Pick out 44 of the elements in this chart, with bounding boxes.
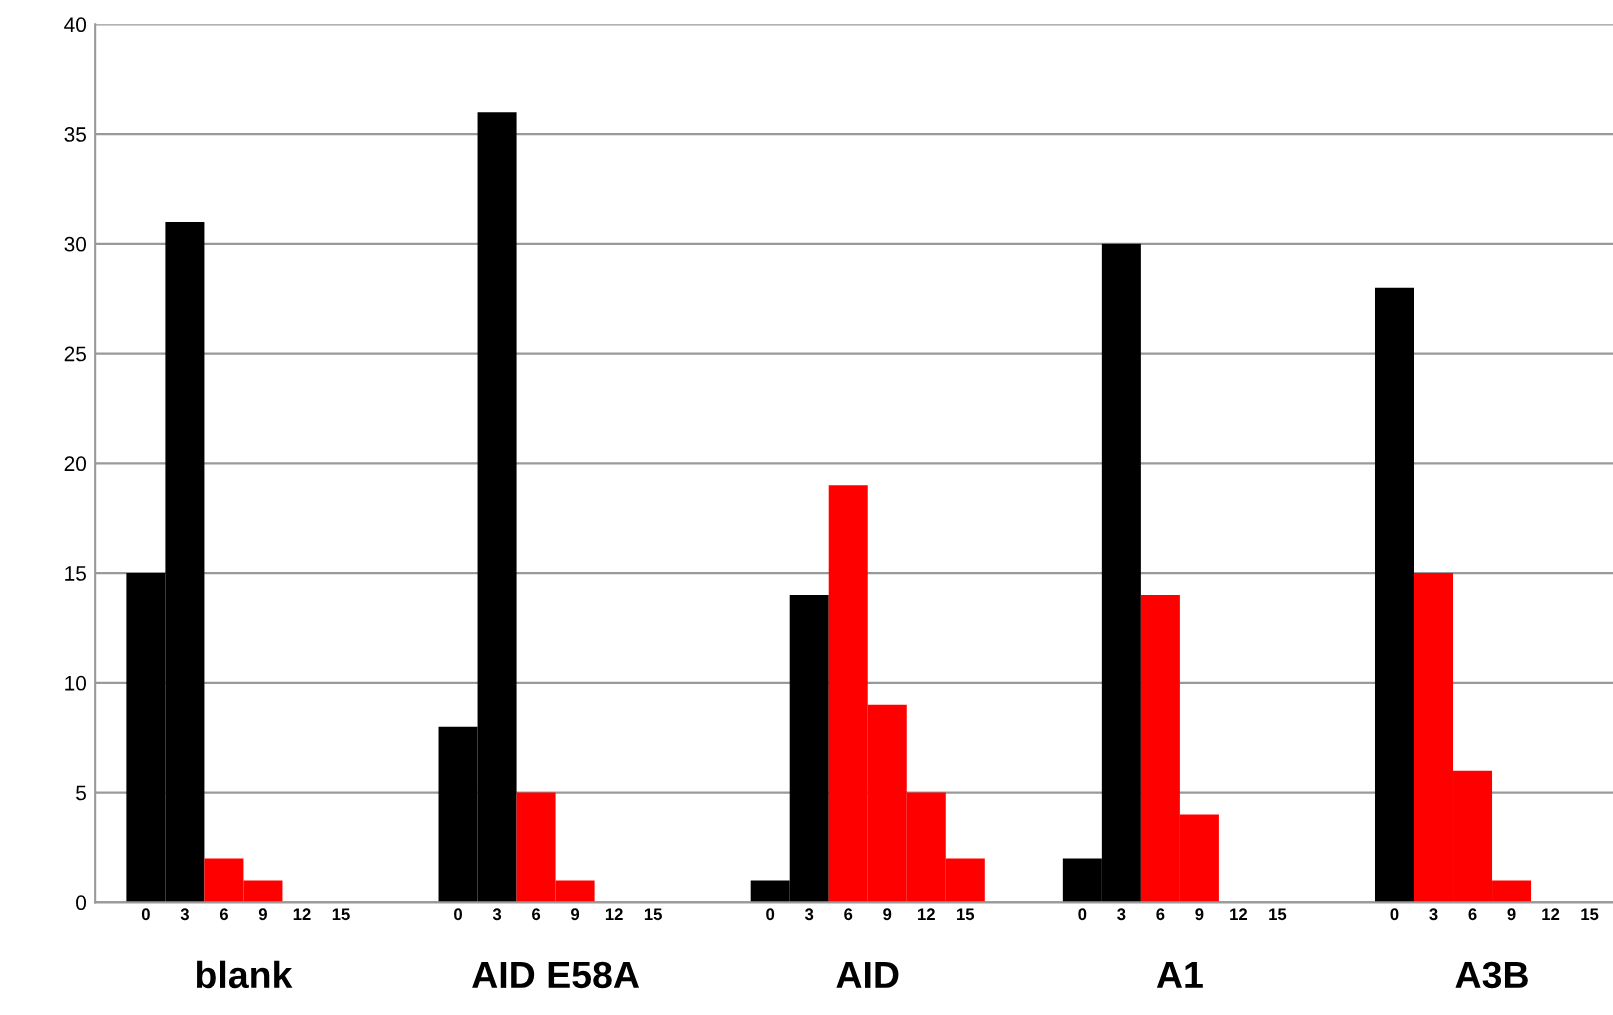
x-tick-label: 0	[1390, 908, 1399, 921]
y-tick-label: 35	[64, 127, 86, 142]
x-tick-label: 3	[1429, 908, 1438, 921]
text: AID	[836, 962, 899, 988]
y-tick-label: 10	[65, 675, 87, 691]
x-tick-label: 6	[1156, 908, 1165, 921]
x-tick-label: 3	[1117, 908, 1126, 921]
text: AID E58A	[472, 961, 639, 989]
x-tick-label: 0	[141, 908, 150, 921]
x-tick-label: 9	[571, 908, 580, 921]
text: A1	[1156, 962, 1203, 988]
text: A3B	[1455, 961, 1528, 989]
x-tick-label: 6	[219, 908, 228, 921]
y-tick-label: 30	[64, 236, 87, 252]
x-tick-label: 9	[883, 908, 892, 921]
x-tick-label: 3	[492, 908, 502, 921]
y-tick-label: 40	[64, 17, 87, 33]
y-tick-label: 25	[64, 346, 86, 362]
x-tick-label: 12	[918, 908, 935, 920]
x-tick-label: 3	[804, 908, 814, 921]
x-tick-label: 12	[605, 908, 623, 920]
x-tick-label: 3	[180, 908, 189, 921]
x-tick-label: 6	[844, 908, 853, 921]
x-tick-label: 0	[1078, 908, 1087, 921]
x-tick-label: 9	[1195, 908, 1204, 921]
y-tick-label: 5	[76, 785, 86, 801]
x-tick-label: 15	[957, 908, 975, 921]
x-tick-label: 12	[1542, 908, 1560, 920]
x-tick-label: 6	[1468, 908, 1477, 921]
y-tick-label: 15	[65, 566, 86, 581]
x-tick-label: 9	[1507, 908, 1516, 921]
x-tick-label: 12	[293, 908, 311, 920]
text: blank	[196, 960, 293, 989]
x-tick-label: 9	[258, 908, 267, 921]
y-tick-label: 20	[64, 456, 87, 472]
x-tick-label: 15	[332, 908, 350, 921]
x-tick-label: 0	[766, 908, 775, 921]
bar	[1374, 287, 1414, 903]
x-tick-label: 0	[454, 908, 462, 921]
x-tick-label: 6	[532, 908, 541, 921]
x-tick-label: 15	[644, 908, 662, 921]
x-tick-label: 15	[1581, 908, 1599, 921]
x-tick-label: 12	[1230, 908, 1248, 920]
x-tick-label: 15	[1269, 908, 1287, 921]
